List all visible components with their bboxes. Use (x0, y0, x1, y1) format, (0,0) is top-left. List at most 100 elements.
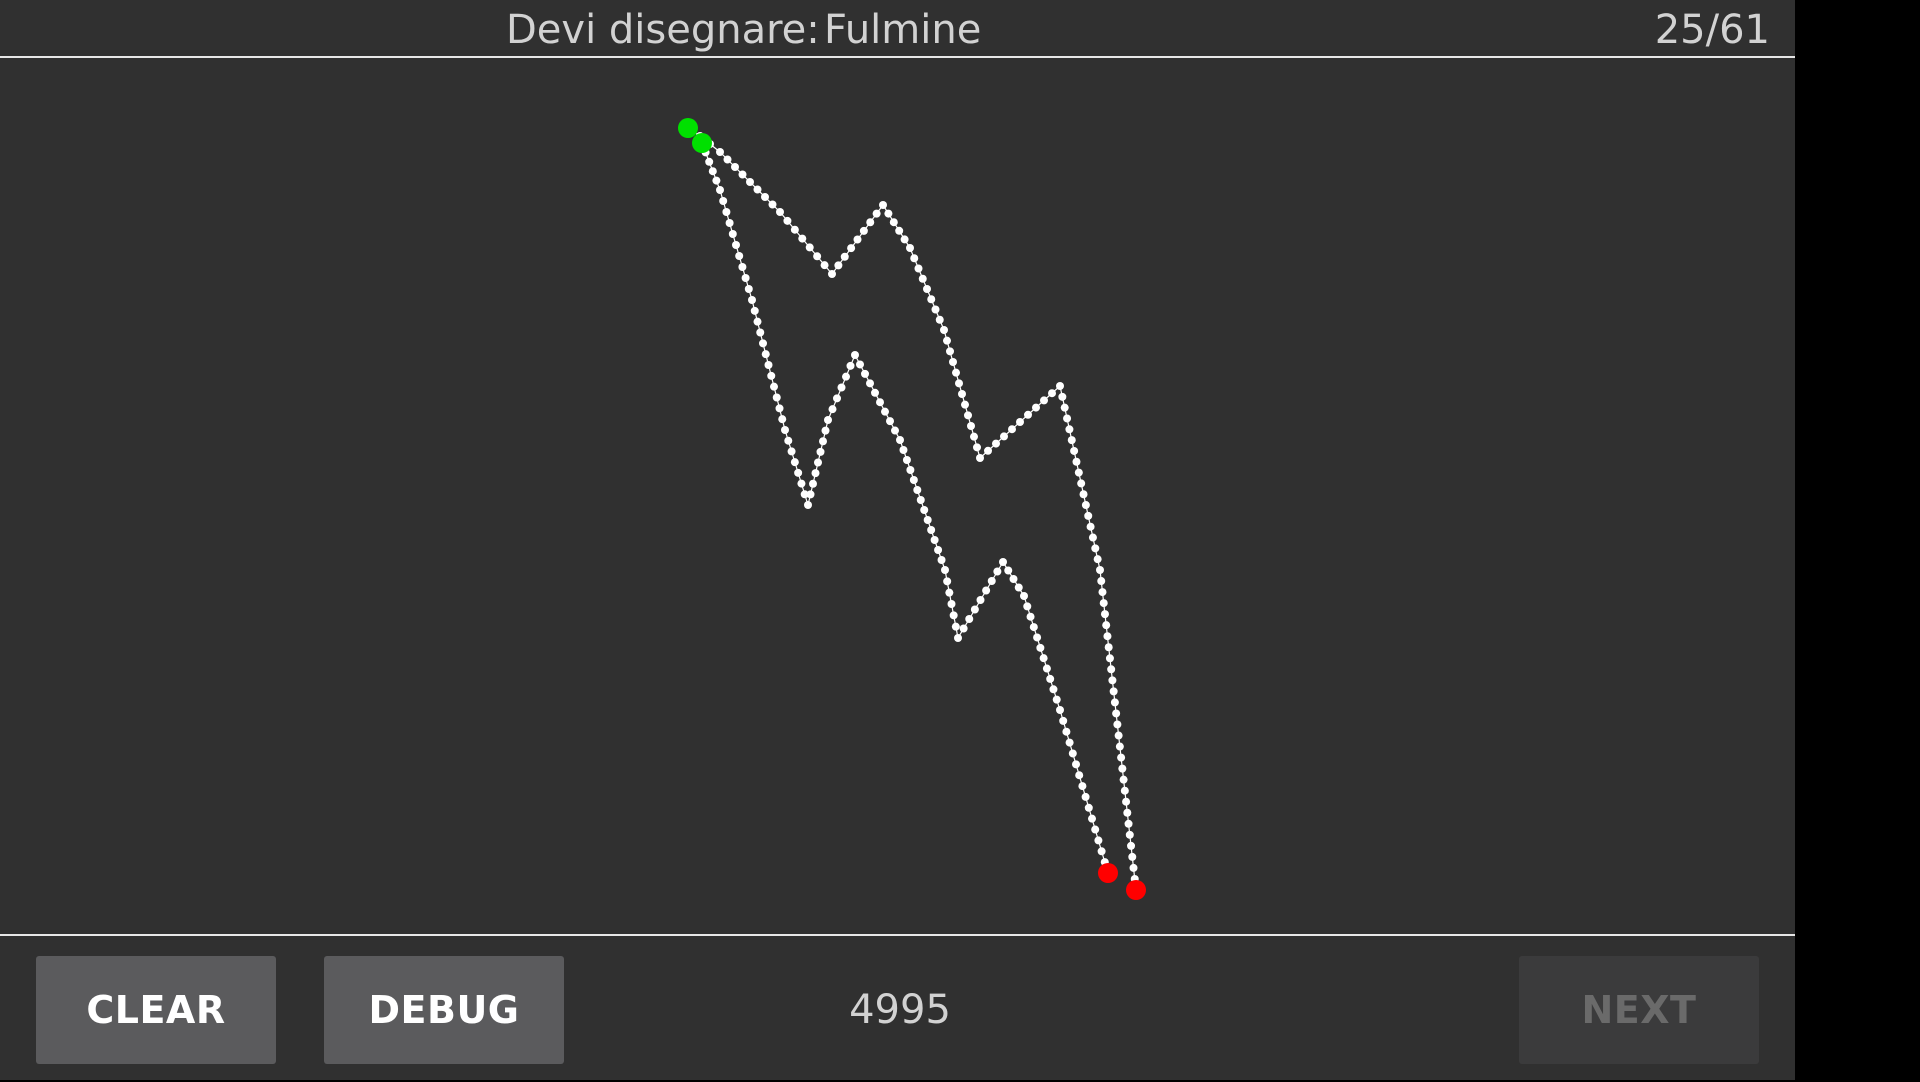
stroke-a-point (1072, 457, 1081, 466)
stroke-a-point (828, 270, 836, 278)
stroke-b-point (1009, 575, 1018, 583)
stroke-a-point (1110, 698, 1119, 707)
stroke-a-point (1077, 479, 1086, 488)
stroke-b-point (1088, 814, 1096, 823)
stroke-b-point (851, 351, 859, 359)
start-point-marker (678, 118, 698, 138)
stroke-a-point (783, 216, 792, 225)
stroke-a-point (964, 411, 972, 420)
stroke-a-point (1123, 808, 1132, 817)
stroke-b-point (814, 458, 822, 467)
stroke-b-point (772, 393, 781, 402)
stroke-b-point (790, 458, 799, 467)
stroke-a-point (935, 315, 944, 324)
stroke-b-point (705, 157, 714, 166)
stroke-b-point (1046, 674, 1055, 683)
stroke-b-point (846, 361, 855, 370)
stroke-b-point (1056, 706, 1064, 714)
stroke-a-point (1109, 687, 1118, 696)
stroke-a-point (1105, 654, 1114, 663)
stroke-b-point (934, 546, 943, 554)
stroke-b-point (764, 361, 773, 369)
stroke-a-point (761, 193, 769, 201)
stroke-a-point (949, 358, 957, 366)
stroke-b-point (1062, 727, 1071, 736)
stroke-a-point (940, 326, 948, 334)
stroke-b-point (927, 526, 936, 534)
app-window: Devi disegnare: Fulmine 25/61 CLEAR DEBU… (0, 0, 1795, 1080)
stroke-b-point (761, 350, 770, 359)
stroke-a-point (1122, 797, 1131, 806)
stroke-a-point (1000, 432, 1008, 441)
stroke-b-point (881, 407, 889, 416)
stroke-b-point (828, 405, 837, 414)
stroke-a-point (813, 252, 822, 261)
stroke-b-point (809, 479, 817, 488)
stroke-a-point (738, 170, 747, 179)
stroke-b-point (1023, 602, 1032, 611)
stroke-a-point (992, 439, 1000, 448)
stroke-a-point (1093, 555, 1102, 564)
stroke-a-point (1098, 588, 1107, 597)
stroke-b-point (748, 296, 756, 304)
stroke-b-point (970, 605, 979, 614)
stroke-a-point (1016, 418, 1024, 426)
stroke-a-point (984, 446, 992, 455)
stroke-b-point (1084, 803, 1093, 812)
stroke-a-point (853, 235, 862, 244)
stroke-a-point (927, 295, 936, 304)
stroke-b-point (1033, 633, 1042, 642)
stroke-b-point (735, 252, 744, 260)
debug-button[interactable]: DEBUG (324, 956, 564, 1064)
stroke-b-point (811, 469, 820, 478)
stroke-b-point (804, 501, 812, 509)
stroke-b-point (982, 586, 991, 595)
stroke-b-point (896, 436, 904, 444)
stroke-a-point (900, 235, 909, 244)
stroke-a-point (834, 261, 843, 270)
stroke-b-point (716, 186, 724, 194)
stroke-b-point (899, 446, 908, 454)
stroke-a-point (1070, 446, 1079, 455)
stroke-a-point (1065, 425, 1074, 434)
start-point-marker (692, 133, 712, 153)
stroke-a-point (970, 432, 978, 441)
drawing-canvas[interactable] (0, 58, 1795, 934)
stroke-a-point (1032, 403, 1040, 412)
stroke-a-point (1081, 501, 1090, 510)
stroke-b-point (965, 615, 974, 623)
stroke-a-point (1118, 764, 1127, 773)
stroke-a-point (1115, 742, 1124, 751)
stroke-a-point (1127, 841, 1136, 850)
stroke-b-point (819, 437, 827, 446)
stroke-b-point (954, 634, 962, 642)
stroke-a-line (687, 127, 1137, 891)
stroke-a-point (1108, 676, 1117, 685)
stroke-b-point (1059, 716, 1068, 725)
stroke-b-point (902, 456, 911, 464)
stroke-b-point (943, 577, 952, 586)
stroke-b-point (999, 558, 1007, 566)
stroke-a-point (746, 178, 754, 186)
next-button[interactable]: NEXT (1519, 956, 1759, 1064)
stroke-b-point (725, 219, 734, 227)
clear-button[interactable]: CLEAR (36, 956, 276, 1064)
stroke-a-point (1104, 643, 1113, 652)
stroke-b-point (744, 285, 753, 293)
stroke-a-point (914, 264, 923, 273)
stroke-b-point (866, 379, 874, 388)
stroke-b-point (871, 388, 879, 397)
stroke-a-point (1067, 436, 1076, 445)
stroke-b-point (987, 577, 996, 585)
stroke-b-point (787, 447, 796, 456)
stroke-b-point (1029, 623, 1038, 632)
stroke-b-point (930, 536, 939, 544)
stroke-a-point (1129, 863, 1138, 872)
stroke-a-point (859, 226, 868, 235)
drawn-strokes (684, 124, 1140, 894)
stroke-b-point (781, 426, 789, 434)
stroke-a-point (768, 200, 777, 209)
stroke-b-point (842, 372, 850, 381)
stroke-a-point (1099, 599, 1108, 608)
stroke-b-point (767, 371, 776, 380)
